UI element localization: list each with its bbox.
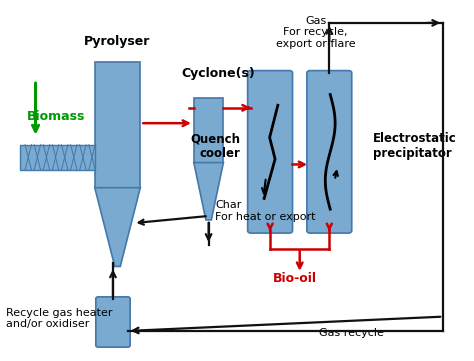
Text: Quench
cooler: Quench cooler xyxy=(191,132,240,161)
FancyBboxPatch shape xyxy=(96,297,130,347)
Polygon shape xyxy=(95,188,140,266)
Text: Gas
For recycle,
export or flare: Gas For recycle, export or flare xyxy=(276,16,356,49)
Bar xyxy=(19,145,95,170)
Text: Gas recycle: Gas recycle xyxy=(319,328,384,338)
Text: Recycle gas heater
and/or oxidiser: Recycle gas heater and/or oxidiser xyxy=(6,308,112,329)
Text: Bio-oil: Bio-oil xyxy=(273,272,317,285)
Text: Electrostatic
precipitator: Electrostatic precipitator xyxy=(373,132,456,161)
FancyBboxPatch shape xyxy=(307,71,352,233)
Bar xyxy=(95,62,140,188)
Text: Cyclone(s): Cyclone(s) xyxy=(181,67,255,80)
Text: Pyrolyser: Pyrolyser xyxy=(84,35,151,48)
Text: Biomass: Biomass xyxy=(27,109,85,122)
Polygon shape xyxy=(194,162,223,220)
Text: Char
For heat or export: Char For heat or export xyxy=(216,200,316,222)
FancyBboxPatch shape xyxy=(247,71,292,233)
Bar xyxy=(194,98,223,162)
